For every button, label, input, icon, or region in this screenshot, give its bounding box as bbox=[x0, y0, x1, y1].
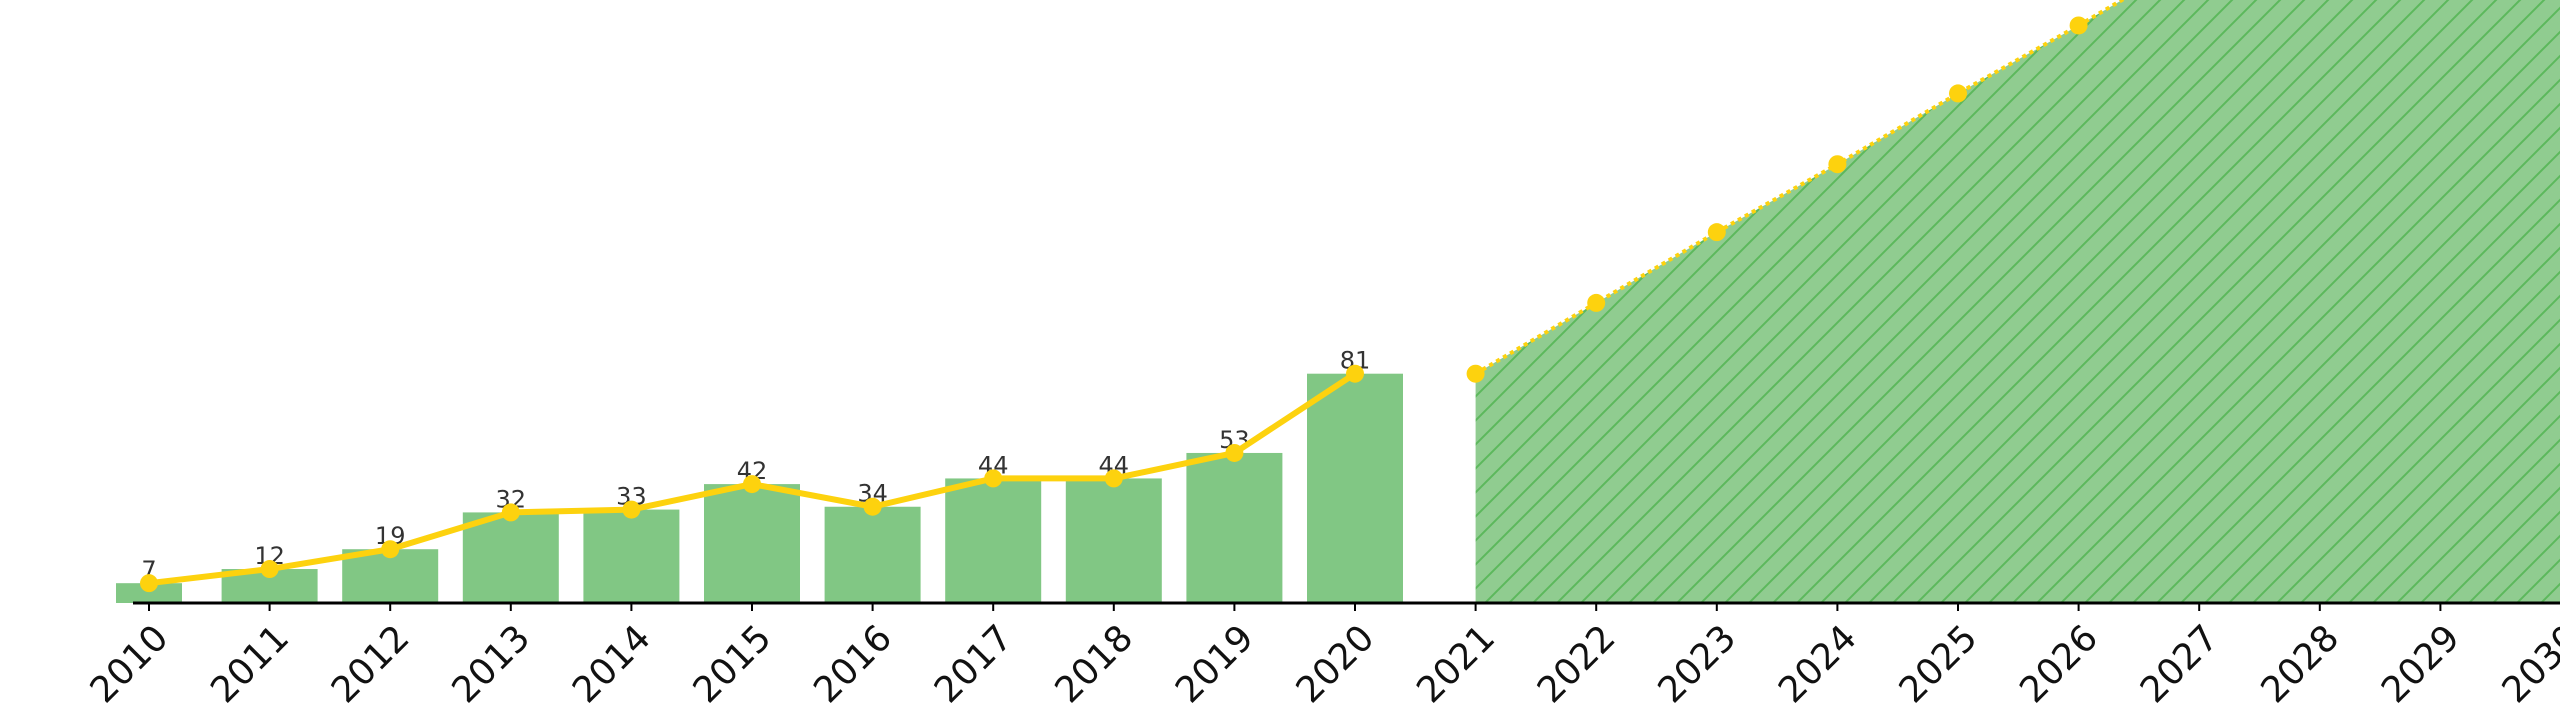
x-tick-label: 2019 bbox=[1168, 617, 1262, 708]
x-tick-label: 2028 bbox=[2253, 617, 2347, 708]
x-tick-label: 2018 bbox=[1047, 617, 1141, 708]
x-tick-label: 2014 bbox=[565, 617, 659, 708]
x-tick-label: 2015 bbox=[686, 617, 780, 708]
trend-point bbox=[501, 503, 520, 522]
x-tick-label: 2027 bbox=[2133, 617, 2227, 708]
trend-point bbox=[1346, 364, 1364, 383]
x-tick-label: 2017 bbox=[927, 617, 1021, 708]
bar bbox=[824, 506, 921, 603]
x-tick-label: 2024 bbox=[1771, 617, 1865, 708]
trend-point bbox=[260, 560, 279, 579]
bar bbox=[583, 509, 680, 603]
trend-point bbox=[140, 574, 158, 593]
x-tick-label: 2011 bbox=[203, 617, 297, 708]
forecast-point bbox=[1949, 84, 1967, 103]
x-tick-label: 2012 bbox=[324, 617, 418, 708]
trend-point bbox=[743, 475, 761, 494]
bar bbox=[1307, 373, 1403, 603]
x-tick-label: 2023 bbox=[1650, 617, 1744, 708]
x-tick-label: 2020 bbox=[1289, 617, 1383, 708]
forecast-point bbox=[1707, 223, 1726, 242]
bar bbox=[945, 478, 1042, 603]
forecast-point bbox=[1466, 364, 1485, 383]
x-tick-label: 2021 bbox=[1409, 617, 1503, 708]
bar bbox=[462, 512, 559, 603]
x-tick-label: 2029 bbox=[2374, 617, 2468, 708]
x-tick-label: 2026 bbox=[2012, 617, 2106, 708]
bar bbox=[704, 484, 800, 603]
bar bbox=[1065, 478, 1162, 603]
trend-point bbox=[984, 469, 1003, 488]
bar bbox=[1186, 452, 1283, 603]
forecast-point bbox=[1828, 155, 1847, 174]
x-tick-label: 2013 bbox=[444, 617, 538, 708]
x-tick-label: 2010 bbox=[83, 617, 177, 708]
x-tick-label: 2030 bbox=[2495, 617, 2560, 708]
x-tick-label: 2025 bbox=[1892, 617, 1986, 708]
x-tick-label: 2022 bbox=[1530, 617, 1624, 708]
forecast-area bbox=[1475, 0, 2560, 603]
forecast-point bbox=[1587, 293, 1606, 312]
trend-point bbox=[1104, 469, 1123, 488]
forecast-line bbox=[1474, 0, 2126, 376]
x-tick-label: 2016 bbox=[806, 617, 900, 708]
bar bbox=[116, 583, 182, 603]
trend-point bbox=[622, 500, 641, 519]
trend-point bbox=[863, 497, 882, 516]
forecast-point bbox=[2069, 16, 2088, 35]
trend-point bbox=[1225, 443, 1244, 462]
trend-point bbox=[381, 540, 400, 559]
